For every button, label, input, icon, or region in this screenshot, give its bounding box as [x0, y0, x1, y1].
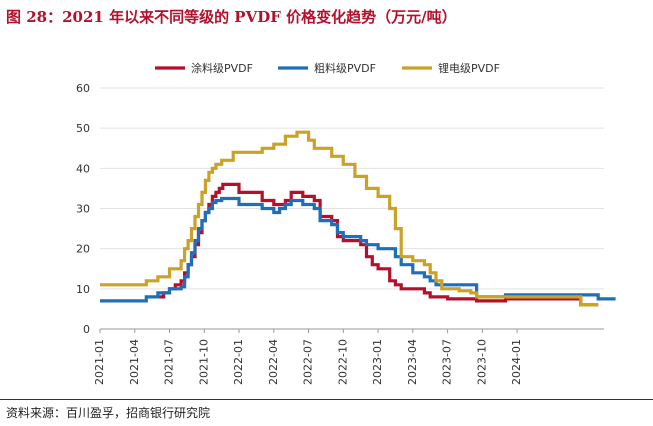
chart-axes: 0 10 20 30 40 50 60 2021-01 2021-04 2021-07 2021-1…	[76, 82, 604, 385]
x-tick-label: 2022-04	[267, 339, 280, 385]
x-tick-label: 2022-01	[232, 339, 245, 385]
x-tick-label: 2021-10	[197, 339, 210, 385]
x-tick-label: 2023-10	[475, 339, 488, 385]
legend-label-1: 涂料级PVDF	[191, 61, 253, 75]
series-line-3	[100, 130, 599, 307]
x-tick-label: 2021-01	[93, 339, 106, 385]
y-tick-label: 60	[76, 82, 90, 95]
series-line-2	[100, 196, 616, 303]
chart-legend: 涂料级PVDF 粗料级PVDF 锂电级PVDF	[155, 61, 500, 75]
y-tick-label: 20	[76, 243, 90, 256]
x-tick-label: 2024-01	[510, 339, 523, 385]
y-tick-label: 30	[76, 203, 90, 216]
legend-label-2: 粗料级PVDF	[314, 61, 376, 75]
x-tick-label: 2023-01	[371, 339, 384, 385]
chart-series	[100, 130, 616, 307]
y-tick-label: 40	[76, 162, 90, 175]
pvdf-price-line-chart: 涂料级PVDF 粗料级PVDF 锂电级PVDF 0 10 20 30 40 50 60 2021-…	[76, 61, 616, 385]
x-tick-label: 2022-10	[336, 339, 349, 385]
legend-label-3: 锂电级PVDF	[438, 61, 500, 75]
figure-title: 图 28：2021 年以来不同等级的 PVDF 价格变化趋势（万元/吨）	[6, 8, 457, 26]
x-tick-label: 2022-07	[302, 339, 315, 385]
x-tick-label: 2023-07	[441, 339, 454, 385]
y-tick-label: 50	[76, 122, 90, 135]
x-tick-label: 2021-04	[128, 339, 141, 385]
source-note: 资料来源：百川盈孚，招商银行研究院	[6, 406, 211, 420]
y-tick-label: 0	[83, 323, 90, 336]
x-tick-label: 2021-07	[163, 339, 176, 385]
x-tick-label: 2023-04	[406, 339, 419, 385]
source-divider	[0, 399, 653, 400]
y-tick-label: 10	[76, 283, 90, 296]
chart-grid	[100, 87, 604, 330]
